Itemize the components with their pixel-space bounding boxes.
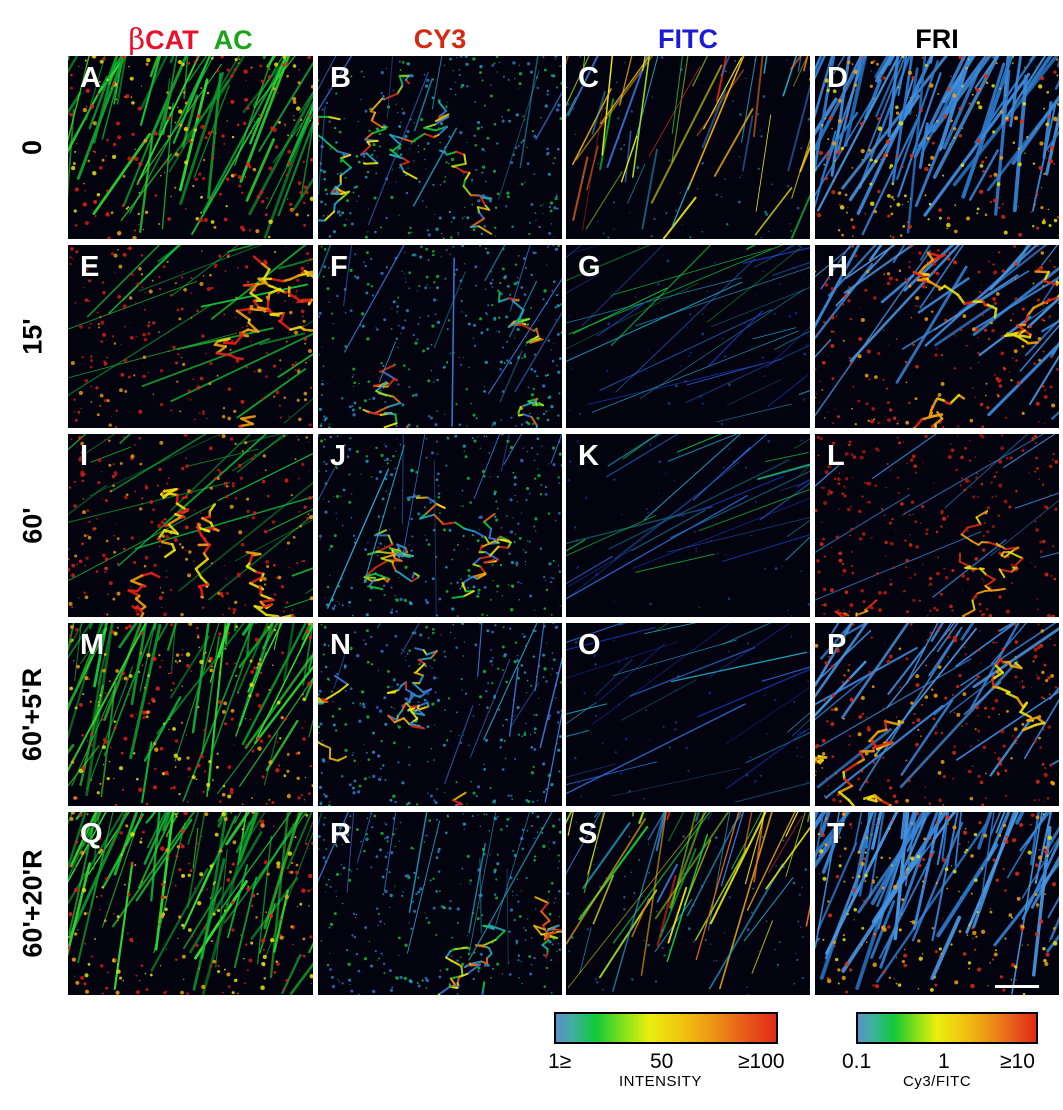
ac-label: AC: [213, 25, 253, 55]
panel-H: H: [815, 245, 1059, 428]
betacat-label: CAT: [145, 25, 199, 55]
micrograph-texture: [815, 245, 1059, 428]
panel-letter: A: [80, 62, 101, 94]
panel-G: G: [566, 245, 810, 428]
panel-letter: H: [827, 251, 848, 283]
panel-letter: Q: [80, 818, 103, 850]
ratio-tick-min: 0.1: [842, 1050, 872, 1073]
micrograph-texture: [318, 434, 562, 617]
column-header-fri: FRI: [915, 24, 959, 54]
panel-I: I: [68, 434, 313, 617]
panel-letter: S: [578, 818, 598, 850]
intensity-tick-min: 1≥: [548, 1050, 572, 1073]
micrograph-texture: [815, 434, 1059, 617]
micrograph-texture: [566, 434, 810, 617]
panel-letter: G: [578, 251, 601, 283]
column-header-cy3: CY3: [413, 24, 467, 54]
micrograph-texture: [815, 623, 1059, 806]
row-label-60-20r: 60'+20'R: [17, 849, 48, 958]
micrograph-texture: [815, 812, 1059, 995]
intensity-tick-mid: 50: [650, 1050, 674, 1073]
panel-letter: P: [827, 629, 847, 661]
row-label-15: 15': [17, 318, 48, 355]
panel-letter: K: [578, 440, 599, 472]
micrograph-texture: [318, 812, 562, 995]
ratio-colorbar: [856, 1012, 1038, 1044]
panel-L: L: [815, 434, 1059, 617]
panel-letter: J: [330, 440, 347, 472]
panel-letter: E: [80, 251, 100, 283]
panel-letter: O: [578, 629, 601, 661]
row-label-60: 60': [17, 507, 48, 544]
panel-letter: L: [827, 440, 845, 472]
column-header-betacat-ac: βCAT AC: [68, 22, 313, 56]
beta-symbol: β: [128, 22, 146, 56]
panel-letter: M: [80, 629, 105, 661]
ratio-tick-mid: 1: [938, 1050, 950, 1073]
panel-letter: D: [827, 62, 848, 94]
panel-T: T: [815, 812, 1059, 995]
micrograph-texture: [566, 56, 810, 239]
panel-M: M: [68, 623, 313, 806]
micrograph-texture: [68, 812, 313, 995]
panel-P: P: [815, 623, 1059, 806]
panel-letter: B: [330, 62, 351, 94]
micrograph-texture: [68, 623, 313, 806]
micrograph-texture: [318, 245, 562, 428]
panel-E: E: [68, 245, 313, 428]
micrograph-texture: [318, 56, 562, 239]
panel-S: S: [566, 812, 810, 995]
panel-R: R: [318, 812, 562, 995]
column-header-fitc: FITC: [658, 24, 718, 54]
micrograph-texture: [566, 623, 810, 803]
panel-letter: R: [330, 818, 351, 850]
panel-B: B: [318, 56, 562, 239]
ratio-tick-max: ≥10: [1000, 1050, 1035, 1073]
scale-bar: [995, 985, 1039, 988]
micrograph-texture: [815, 56, 1059, 239]
panel-N: N: [318, 623, 562, 806]
panel-O: O: [566, 623, 810, 806]
intensity-colorbar: [554, 1012, 778, 1044]
intensity-label: INTENSITY: [619, 1073, 702, 1090]
panel-letter: I: [80, 440, 89, 472]
panel-letter: N: [330, 629, 351, 661]
micrograph-texture: [68, 434, 313, 617]
row-label-0: 0: [17, 139, 48, 156]
micrograph-texture: [68, 245, 313, 428]
panel-A: A: [68, 56, 313, 239]
panel-letter: F: [330, 251, 348, 283]
ratio-label: Cy3/FITC: [903, 1073, 972, 1090]
panel-D: D: [815, 56, 1059, 239]
panel-letter: T: [827, 818, 845, 850]
panel-C: C: [566, 56, 810, 239]
row-label-60-5r: 60'+5'R: [17, 667, 48, 762]
panel-letter: C: [578, 62, 599, 94]
panel-J: J: [318, 434, 562, 617]
micrograph-texture: [318, 623, 562, 806]
panel-F: F: [318, 245, 562, 428]
intensity-tick-max: ≥100: [738, 1050, 785, 1073]
panel-Q: Q: [68, 812, 313, 995]
micrograph-texture: [566, 245, 810, 426]
micrograph-texture: [68, 56, 313, 239]
panel-K: K: [566, 434, 810, 617]
micrograph-texture: [566, 812, 810, 995]
